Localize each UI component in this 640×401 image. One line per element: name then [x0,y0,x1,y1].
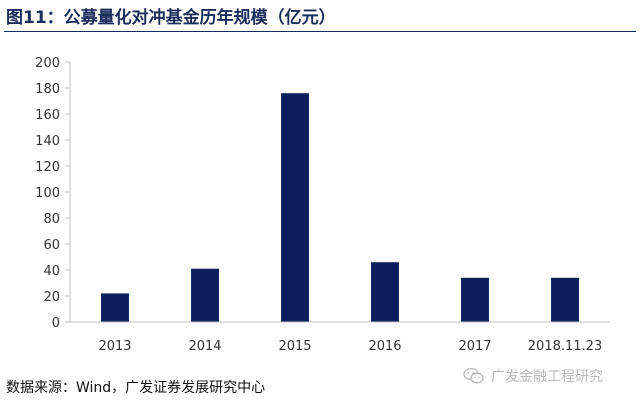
y-axis: 0 20 40 60 80 100 120 140 160 180 200 [35,56,71,331]
y-tick-label: 140 [35,134,60,149]
y-tick-label: 100 [35,186,60,201]
y-tick-label: 200 [35,56,60,71]
y-tick-label: 80 [43,212,60,227]
x-tick-label: 2017 [458,339,491,354]
y-tick-label: 160 [35,108,60,123]
bar [461,277,489,322]
bar [101,293,129,322]
x-tick-label: 2018.11.23 [528,339,602,354]
bar [551,277,579,322]
x-axis: 2013 2014 2015 2016 2017 2018.11.23 [70,321,610,354]
y-tick-label: 60 [43,238,60,253]
y-tick-label: 0 [52,316,60,331]
x-tick-label: 2016 [368,339,401,354]
bar [281,93,309,322]
wechat-icon [463,367,484,384]
y-tick-label: 180 [35,82,60,97]
figure-title: 图11：公募量化对冲基金历年规模（亿元） [6,8,336,28]
x-tick-label: 2013 [98,339,131,354]
bar [371,262,399,322]
watermark-text: 广发金融工程研究 [491,369,603,385]
y-tick-label: 20 [43,290,60,305]
title-divider [4,31,636,32]
y-tick-label: 120 [35,160,60,175]
watermark: 广发金融工程研究 [463,366,603,386]
source-note: 数据来源：Wind，广发证券发展研究中心 [6,380,266,396]
bars [101,93,579,322]
bar [191,268,219,322]
x-tick-label: 2015 [278,339,311,354]
x-tick-label: 2014 [188,339,221,354]
y-tick-label: 40 [43,264,60,279]
